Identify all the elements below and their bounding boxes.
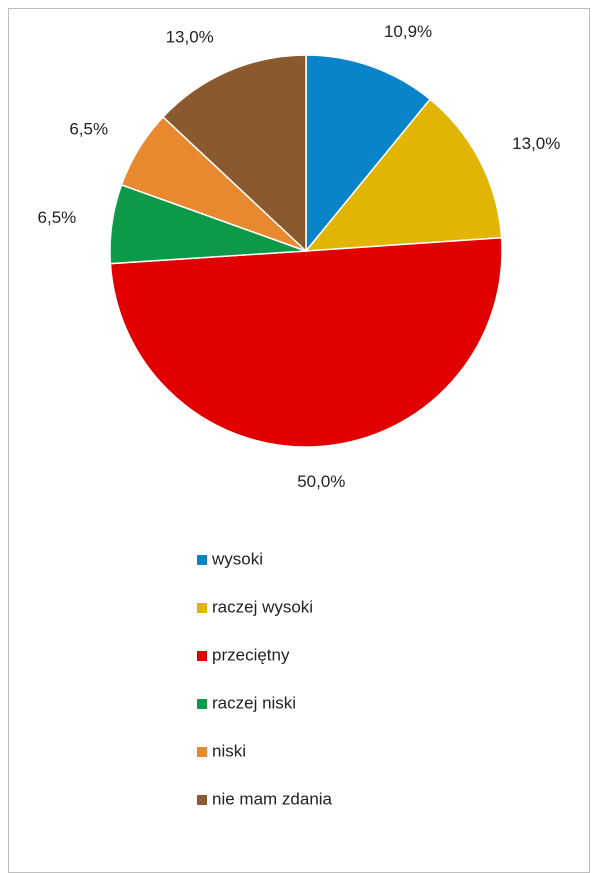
legend-swatch [197, 795, 207, 805]
pie-slice [109, 236, 503, 448]
data-label: 13,0% [166, 28, 214, 47]
pie-slice [305, 54, 432, 254]
legend-label: raczej niski [212, 693, 296, 712]
data-label: 6,5% [38, 208, 77, 227]
legend-label: nie mam zdania [212, 789, 333, 808]
legend-swatch [197, 555, 207, 565]
legend-swatch [197, 603, 207, 613]
legend-label: przeciętny [212, 645, 290, 664]
pie-slice [304, 98, 503, 252]
data-label: 13,0% [512, 134, 560, 153]
legend-label: raczej wysoki [212, 597, 313, 616]
pie-slice [161, 54, 307, 253]
legend-swatch [197, 699, 207, 709]
legend-swatch [197, 747, 207, 757]
legend-label: niski [212, 741, 246, 760]
legend-swatch [197, 651, 207, 661]
data-label: 6,5% [69, 119, 108, 138]
legend-label: wysoki [211, 549, 263, 568]
data-label: 10,9% [384, 22, 432, 41]
data-label: 50,0% [297, 472, 345, 491]
